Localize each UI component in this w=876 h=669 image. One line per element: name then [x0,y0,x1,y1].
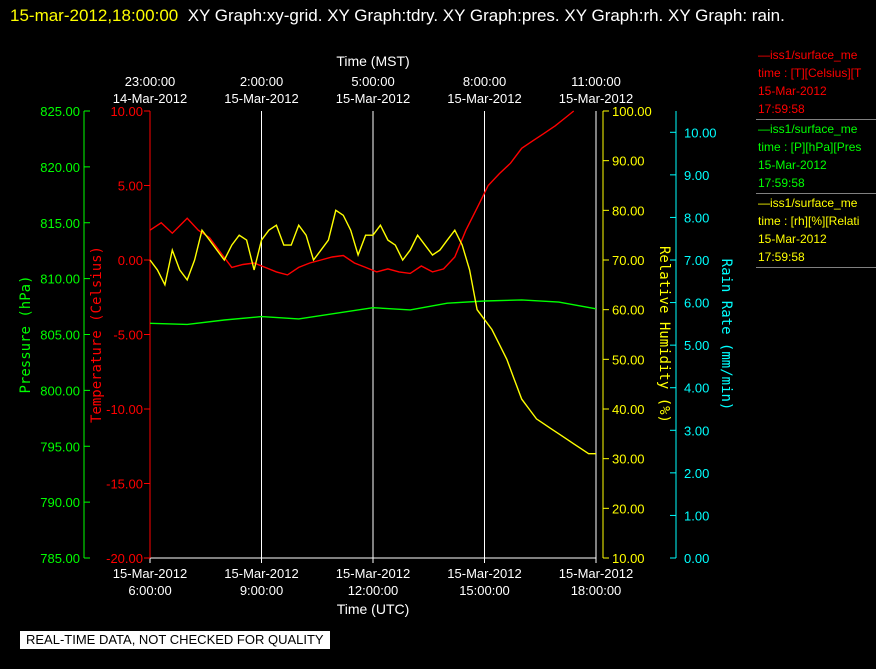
y-tick-label-temperature: 0.00 [118,253,143,268]
x-top-tick-time: 11:00:00 [571,74,621,89]
y-tick-label-temperature: 5.00 [118,179,143,194]
series-line-pressure [149,299,597,326]
y-tick-label-rain: 9.00 [684,168,709,183]
legend-entry-rh: —iss1/surface_me time : [rh][%][Relati 1… [756,194,876,268]
legend-line2: time : [P][hPa][Pres [758,140,862,154]
y-axis-title-rh: Relative Humidity (%) [656,246,672,423]
y-axis-title-pressure: Pressure (hPa) [18,275,34,393]
x-top-tick-date: 15-Mar-2012 [447,91,521,106]
y-tick-label-rain: 8.00 [684,210,709,225]
x-bottom-tick-time: 12:00:00 [348,583,399,598]
legend-line4: 17:59:58 [758,102,805,116]
legend: —iss1/surface_me time : [T][Celsius][T 1… [756,46,876,268]
y-tick-label-rh: 30.00 [612,452,645,467]
x-top-tick-date: 15-Mar-2012 [559,91,633,106]
y-tick-label-temperature: -5.00 [113,328,143,343]
y-tick-label-rh: 70.00 [612,253,645,268]
x-bottom-tick-time: 6:00:00 [128,583,171,598]
legend-line3: 15-Mar-2012 [758,158,827,172]
legend-line3: 15-Mar-2012 [758,232,827,246]
y-axis-title-rain: Rain Rate (mm/min) [718,259,734,411]
x-top-axis-label: Time (MST) [336,53,409,69]
y-tick-label-pressure: 825.00 [40,104,80,119]
legend-line4: 17:59:58 [758,176,805,190]
quality-warning: REAL-TIME DATA, NOT CHECKED FOR QUALITY [20,631,330,649]
x-bottom-tick-date: 15-Mar-2012 [336,566,410,581]
y-tick-label-rain: 4.00 [684,381,709,396]
legend-line4: 17:59:58 [758,250,805,264]
legend-entry-pressure: —iss1/surface_me time : [P][hPa][Pres 15… [756,120,876,194]
header-timestamp: 15-mar-2012,18:00:00 [10,6,179,25]
x-bottom-tick-date: 15-Mar-2012 [224,566,298,581]
y-tick-label-pressure: 800.00 [40,383,80,398]
y-tick-label-temperature: -20.00 [106,551,143,566]
y-tick-label-rain: 3.00 [684,423,709,438]
y-tick-label-rh: 40.00 [612,402,645,417]
y-tick-label-pressure: 790.00 [40,495,80,510]
y-tick-label-rh: 50.00 [612,352,645,367]
legend-line1: —iss1/surface_me [758,48,858,62]
legend-line1: —iss1/surface_me [758,196,858,210]
y-tick-label-pressure: 785.00 [40,551,80,566]
y-tick-label-rh: 20.00 [612,501,645,516]
y-tick-label-rain: 0.00 [684,551,709,566]
y-tick-label-rain: 2.00 [684,466,709,481]
legend-line1: —iss1/surface_me [758,122,858,136]
x-top-tick-time: 23:00:00 [125,74,176,89]
x-top-tick-time: 8:00:00 [463,74,506,89]
series-line-temperature [149,110,575,276]
y-tick-label-pressure: 795.00 [40,439,80,454]
x-bottom-axis-label: Time (UTC) [337,601,410,617]
legend-line2: time : [rh][%][Relati [758,214,860,228]
y-axis-title-temperature: Temperature (Celsius) [89,246,105,423]
y-tick-label-rain: 7.00 [684,253,709,268]
x-top-tick-time: 5:00:00 [351,74,394,89]
x-top-tick-time: 2:00:00 [240,74,283,89]
y-tick-label-temperature: -10.00 [106,402,143,417]
x-bottom-tick-time: 18:00:00 [571,583,622,598]
y-tick-label-rain: 1.00 [684,508,709,523]
y-tick-label-pressure: 820.00 [40,160,80,175]
x-top-tick-date: 15-Mar-2012 [224,91,298,106]
y-tick-label-temperature: -15.00 [106,477,143,492]
y-tick-label-rh: 90.00 [612,154,645,169]
y-tick-label-pressure: 805.00 [40,328,80,343]
legend-entry-temperature: —iss1/surface_me time : [T][Celsius][T 1… [756,46,876,120]
x-top-tick-date: 14-Mar-2012 [113,91,187,106]
legend-line3: 15-Mar-2012 [758,84,827,98]
x-bottom-tick-date: 15-Mar-2012 [559,566,633,581]
x-top-tick-date: 15-Mar-2012 [336,91,410,106]
y-tick-label-pressure: 815.00 [40,216,80,231]
y-tick-label-rain: 6.00 [684,296,709,311]
x-bottom-tick-time: 9:00:00 [240,583,283,598]
series-line-rh [149,209,596,455]
y-tick-label-rh: 80.00 [612,203,645,218]
y-tick-label-rain: 10.00 [684,125,717,140]
header-graph-list: XY Graph:xy-grid. XY Graph:tdry. XY Grap… [187,6,785,25]
legend-line2: time : [T][Celsius][T [758,66,862,80]
y-tick-label-rh: 60.00 [612,303,645,318]
x-bottom-tick-date: 15-Mar-2012 [113,566,187,581]
y-tick-label-temperature: 10.00 [110,104,143,119]
x-bottom-tick-date: 15-Mar-2012 [447,566,521,581]
y-tick-label-rh: 100.00 [612,104,652,119]
y-tick-label-rh: 10.00 [612,551,645,566]
x-bottom-tick-time: 15:00:00 [459,583,510,598]
y-tick-label-pressure: 810.00 [40,272,80,287]
y-tick-label-rain: 5.00 [684,338,709,353]
graph-header: 15-mar-2012,18:00:00 XY Graph:xy-grid. X… [10,2,860,30]
